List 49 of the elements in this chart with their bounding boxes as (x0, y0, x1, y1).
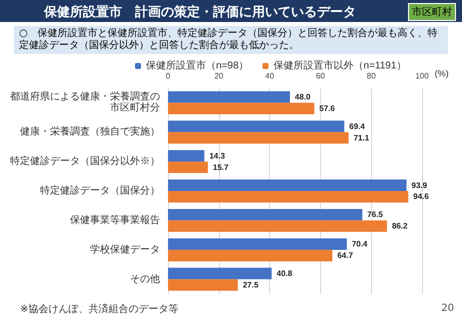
text: 市区町村 (408, 3, 456, 21)
bar (168, 279, 238, 291)
x-tick-label: 80 (366, 72, 376, 80)
bar (168, 150, 204, 162)
bar (168, 191, 408, 202)
data-label: 93.9 (412, 180, 428, 190)
bar (168, 102, 314, 114)
bar (168, 120, 344, 132)
data-label: 71.1 (354, 133, 370, 142)
bar (168, 208, 362, 220)
y-tick-label: その他 (130, 272, 160, 285)
bar (168, 162, 208, 174)
legend-label: 保健所設置市（n=98） (146, 60, 249, 72)
bar (168, 180, 407, 191)
y-tick-label: 保健事業等事業報告 (70, 214, 160, 226)
x-tick-label: 40 (265, 72, 275, 80)
y-tick-label: 特定健診データ（国保分以外※） (10, 155, 160, 168)
bar (168, 268, 272, 280)
y-tick-label: 特定健診データ（国保分） (40, 184, 160, 196)
bar (168, 250, 332, 262)
x-axis-title: (%) (434, 68, 449, 78)
data-label: 48.0 (294, 92, 312, 102)
x-tick-label: 100 (415, 72, 430, 80)
bar (168, 220, 387, 232)
data-label: 57.6 (319, 104, 336, 113)
data-label: 76.5 (367, 210, 384, 220)
chart-title: 保健所設置市 計画の策定・評価に用いているデータ (42, 4, 357, 21)
data-label: 40.8 (276, 269, 293, 278)
text: ※協会けんぽ、共済組合のデータ等 (20, 302, 178, 316)
bar (168, 238, 347, 250)
x-tick-label: 0 (166, 72, 171, 80)
y-tick-label: 学校保健データ (90, 243, 160, 256)
data-label: 27.5 (242, 280, 259, 290)
y-tick-label: 健康・栄養調査（独自で実施） (20, 126, 160, 138)
data-label: 94.6 (413, 192, 430, 202)
bar (168, 132, 349, 144)
x-tick-label: 60 (316, 72, 326, 80)
data-label: 69.4 (349, 122, 366, 131)
y-tick-label: 都道府県による健康・栄養調査の市区町村分 (10, 90, 160, 114)
data-label: 70.4 (352, 240, 368, 249)
text: 20 (441, 303, 454, 314)
data-label: 15.7 (212, 162, 229, 172)
data-label: 64.7 (337, 251, 354, 260)
data-label: 14.3 (209, 151, 226, 160)
chart-subtitle: ○ 保健所設置市と保健所設置市、特定健診データ（国保分）と回答した割合が最も高く、特定健診データ（国保分以外）と回答した割合が最も低かった。 (14, 26, 448, 54)
legend-label: 保健所設置市以外（n=1191） (274, 60, 406, 72)
x-tick-label: 20 (214, 72, 224, 80)
data-label: 86.2 (392, 222, 408, 231)
bar (168, 91, 290, 103)
